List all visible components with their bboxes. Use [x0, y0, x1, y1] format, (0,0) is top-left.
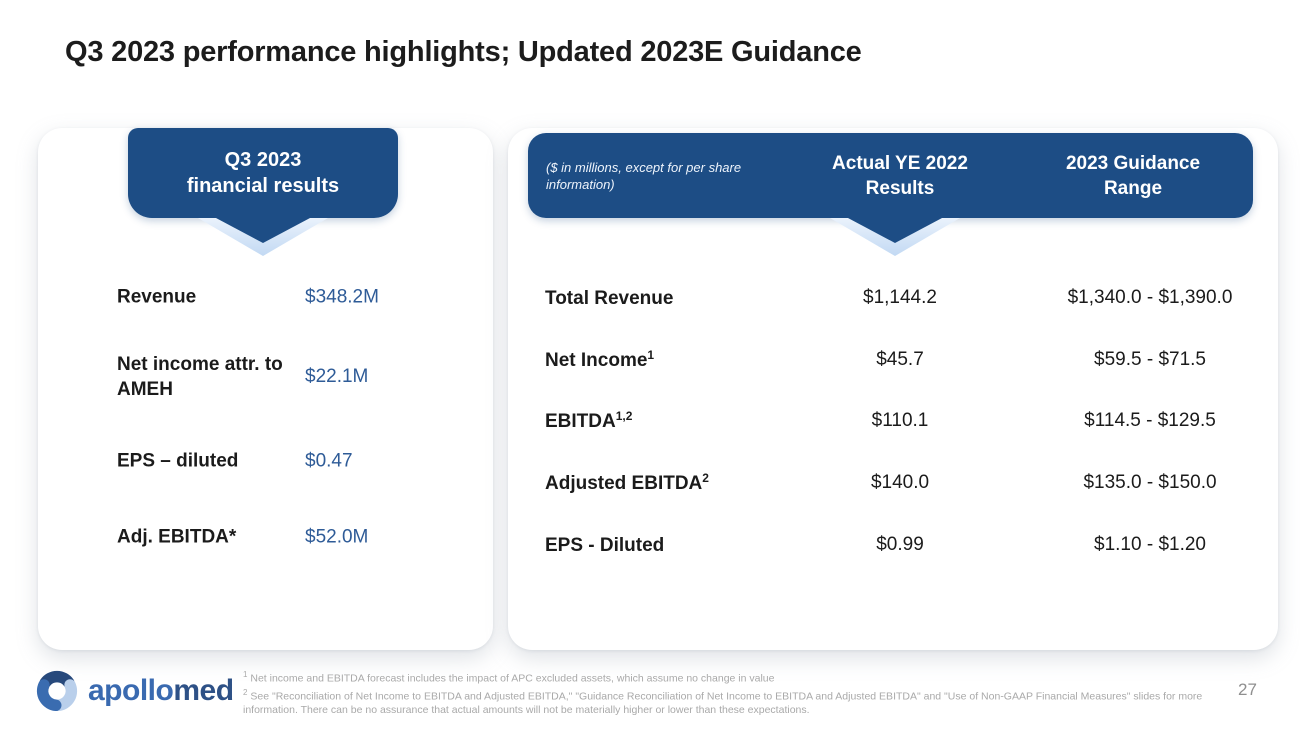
q3-results-card-header: Q3 2023 financial results [128, 128, 398, 218]
footnote-2: 2 See "Reconciliation of Net Income to E… [243, 688, 1203, 716]
guidance-card: ($ in millions, except for per share inf… [508, 128, 1278, 650]
col2-line2: Range [1103, 177, 1163, 199]
row-label: EBITDA1,2 [545, 408, 633, 433]
metric-row-adj-ebitda: Adj. EBITDA* $52.0M [117, 525, 477, 550]
chevron-down-icon [830, 218, 960, 256]
q3-results-card: Q3 2023 financial results Revenue $348.2… [38, 128, 493, 650]
metric-label: Net income attr. to AMEH [117, 354, 283, 400]
column-header-actual-2022: Actual YE 2022 Results [832, 151, 968, 201]
page-title: Q3 2023 performance highlights; Updated … [65, 36, 862, 68]
metric-value: $348.2M [305, 286, 379, 307]
footnote-marker: 1,2 [615, 408, 633, 423]
row-label: Total Revenue [545, 288, 674, 310]
q3-header-line2: financial results [186, 175, 340, 197]
col1-line1: Actual YE 2022 [832, 152, 968, 174]
col2-line1: 2023 Guidance [1065, 152, 1201, 174]
row-label: Net Income1 [545, 347, 655, 372]
actual-value: $0.99 [876, 534, 924, 555]
actual-value: $140.0 [870, 472, 930, 493]
metric-label: EPS – diluted [117, 450, 239, 472]
q3-header-line1: Q3 2023 [224, 149, 302, 171]
row-label: EPS - Diluted [545, 535, 665, 557]
actual-value: $110.1 [871, 410, 929, 431]
page-number: 27 [1238, 680, 1257, 699]
footnote-1-marker: 1 [243, 670, 248, 679]
metric-label: Revenue [117, 286, 197, 308]
footnote-2-marker: 2 [243, 688, 248, 697]
footnote-marker: 2 [702, 470, 709, 485]
metric-row-net-income: Net income attr. to AMEH $22.1M [117, 352, 477, 402]
units-note: ($ in millions, except for per share inf… [546, 159, 742, 192]
metric-value: $52.0M [305, 526, 369, 547]
guidance-value: $114.5 - $129.5 [1084, 410, 1216, 431]
logo-wordmark: apollomed [88, 674, 234, 707]
footnotes: 1 Net income and EBITDA forecast include… [243, 668, 1228, 718]
row-label: Adjusted EBITDA2 [545, 470, 709, 495]
guidance-card-header: ($ in millions, except for per share inf… [528, 133, 1253, 218]
metric-value: $22.1M [305, 366, 369, 387]
metric-value: $0.47 [305, 450, 353, 471]
apollomed-logo: apollomed [34, 668, 234, 714]
metric-row-revenue: Revenue $348.2M [117, 285, 477, 310]
guidance-value: $1.10 - $1.20 [1094, 534, 1206, 555]
footnote-1: 1 Net income and EBITDA forecast include… [243, 670, 775, 685]
metric-row-eps: EPS – diluted $0.47 [117, 449, 477, 474]
chevron-down-icon [198, 218, 328, 256]
apollomed-swirl-icon [36, 670, 78, 712]
metric-label: Adj. EBITDA* [117, 526, 237, 548]
col1-line2: Results [865, 177, 935, 199]
guidance-value: $1,340.0 - $1,390.0 [1067, 287, 1233, 308]
actual-value: $45.7 [876, 349, 924, 370]
guidance-value: $135.0 - $150.0 [1083, 472, 1217, 493]
guidance-value: $59.5 - $71.5 [1094, 349, 1206, 370]
footnote-marker: 1 [647, 347, 655, 362]
column-header-2023-guidance: 2023 Guidance Range [1066, 151, 1200, 201]
actual-value: $1,144.2 [863, 287, 937, 308]
